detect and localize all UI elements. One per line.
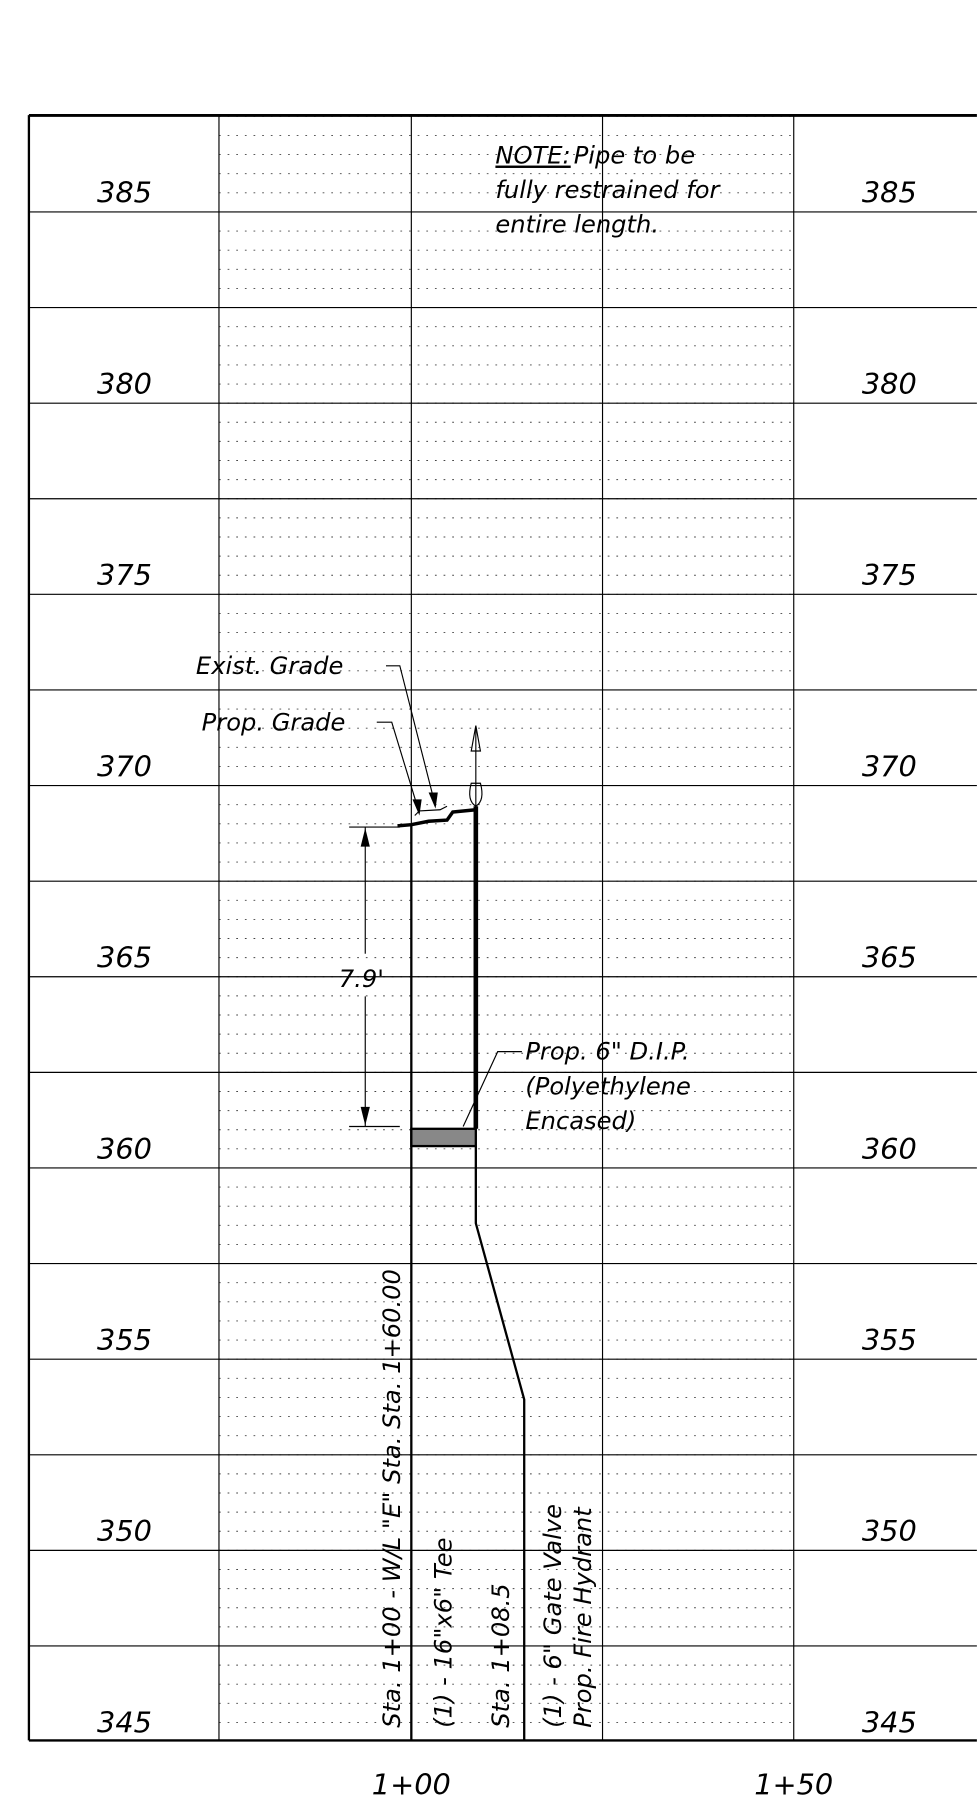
elevation-label: 370 bbox=[862, 749, 917, 783]
elevation-label: 375 bbox=[97, 558, 152, 592]
depth-label: 7.9' bbox=[339, 965, 384, 993]
elevation-label: 365 bbox=[862, 941, 917, 975]
arrow bbox=[360, 1106, 370, 1126]
elevation-label: 380 bbox=[862, 367, 917, 401]
elevation-label: 360 bbox=[97, 1132, 152, 1166]
elevation-label: 385 bbox=[97, 176, 152, 210]
grid bbox=[28, 115, 977, 1741]
hydrant-body bbox=[469, 782, 483, 807]
elevation-label: 350 bbox=[862, 1514, 917, 1548]
elevation-label: 365 bbox=[97, 941, 152, 975]
station-line bbox=[474, 1146, 526, 1741]
arrow bbox=[428, 792, 438, 809]
prop-grade bbox=[397, 808, 477, 828]
elevation-label: 360 bbox=[862, 1132, 917, 1166]
pipe-label: (Polyethylene bbox=[525, 1072, 691, 1100]
elevation-label: 355 bbox=[97, 1323, 152, 1357]
elevation-label: 350 bbox=[97, 1514, 152, 1548]
elevation-label: 375 bbox=[862, 558, 917, 592]
elevation-label: 345 bbox=[97, 1705, 152, 1739]
note-line: fully restrained for bbox=[495, 176, 721, 204]
prop-grade-label: Prop. Grade bbox=[202, 708, 346, 736]
note-line: entire length. bbox=[495, 211, 659, 239]
elevation-label: 345 bbox=[862, 1705, 917, 1739]
hydrant-top bbox=[470, 725, 482, 752]
callout: (1) - 6" Gate Valve bbox=[539, 1504, 567, 1728]
leader bbox=[462, 1051, 522, 1127]
callout: Prop. Fire Hydrant bbox=[569, 1506, 597, 1728]
callout: Sta. 1+08.5 bbox=[487, 1583, 515, 1727]
arrow bbox=[360, 828, 370, 847]
note-heading: NOTE: bbox=[495, 142, 570, 170]
pipe-label: Prop. 6" D.I.P. bbox=[525, 1038, 689, 1066]
station-label: 1+50 bbox=[754, 1768, 833, 1802]
callout: Sta. 1+00 - W/L "E" Sta. Sta. 1+60.00 bbox=[378, 1269, 406, 1728]
elevation-label: 355 bbox=[862, 1323, 917, 1357]
elevation-label: 385 bbox=[862, 176, 917, 210]
leader bbox=[385, 665, 437, 807]
leader bbox=[376, 721, 420, 814]
exist-grade bbox=[414, 805, 448, 816]
elevation-label: 370 bbox=[97, 749, 152, 783]
note-line: Pipe to be bbox=[574, 142, 695, 170]
pipe-section bbox=[410, 1127, 477, 1148]
callout: (1) - 16"x6" Tee bbox=[430, 1538, 458, 1728]
exist-grade-label: Exist. Grade bbox=[196, 652, 343, 680]
elevation-label: 380 bbox=[97, 367, 152, 401]
pipe-label: Encased) bbox=[525, 1107, 636, 1135]
station-label: 1+00 bbox=[372, 1768, 451, 1802]
